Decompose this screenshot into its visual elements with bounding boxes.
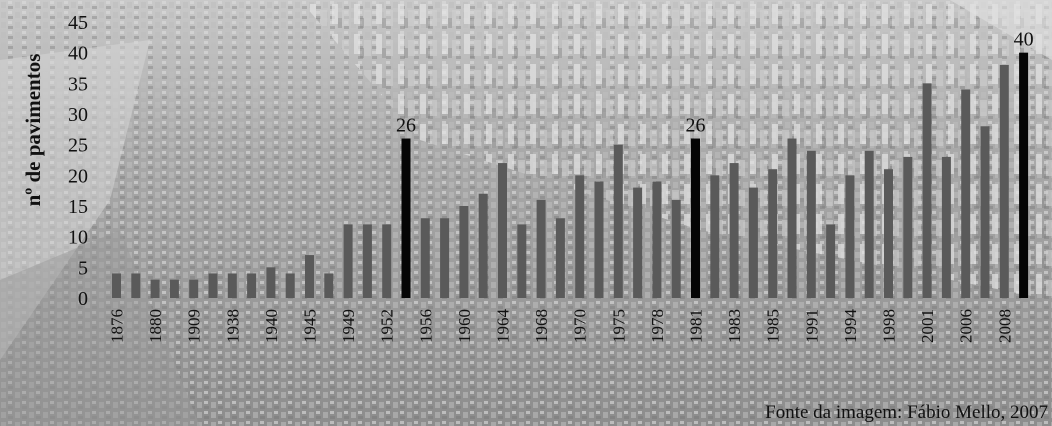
y-tick-label: 10 [68,227,88,249]
bar [594,181,604,298]
x-tick-label: 1991 [802,309,821,343]
data-labels-layer: 26 26 40 [396,29,1034,137]
bar [768,169,778,298]
bar [266,267,276,298]
x-tick-label: 1981 [687,309,706,343]
x-tick-label: 1985 [764,309,783,343]
y-tick-label: 35 [68,73,88,95]
x-tick-label: 1956 [416,309,435,343]
x-tick-label: 1952 [378,309,397,343]
x-tick-label: 1970 [571,309,590,343]
bar [382,224,392,298]
bar [498,163,507,298]
bar [748,187,758,298]
bar [845,175,855,298]
bar [305,255,314,298]
bar [999,64,1009,298]
x-tick-label: 1938 [223,309,242,343]
bar [826,224,836,298]
x-tick-label: 1964 [494,309,513,344]
data-label: 40 [1014,29,1034,51]
data-label: 26 [686,115,706,137]
y-tick-label: 45 [68,12,88,34]
x-tick-label: 1940 [262,309,281,343]
y-tick-label: 0 [78,288,88,310]
x-tick-label: 1978 [648,309,667,343]
data-label: 26 [396,115,416,137]
bar-highlighted [691,138,700,298]
bar [343,224,353,298]
bar [247,273,257,298]
image-credit: Fonte da imagem: Fábio Mello, 2007 [765,402,1048,423]
bar [633,187,643,298]
bar [536,199,546,298]
x-tick-label: 1960 [455,309,474,343]
x-axis: 1876 1880 1909 1938 1940 1945 1949 1952 1956 1960… [108,309,1015,344]
bar [864,150,874,298]
bar [922,83,932,298]
bar [710,175,720,298]
bars-layer [112,52,1029,299]
bar [459,206,469,298]
bar [285,273,295,298]
bar [555,218,565,298]
y-axis: 0 5 10 15 20 25 30 35 40 45 [68,12,88,310]
bar [613,144,623,298]
bar [189,279,199,298]
x-tick-label: 1880 [146,309,165,343]
bar-highlighted [1019,52,1029,298]
y-tick-label: 5 [78,257,88,279]
bar [478,193,488,298]
bar [980,126,990,299]
y-tick-label: 30 [68,104,88,126]
bar [517,224,527,298]
x-tick-label: 2008 [995,309,1014,343]
bar [884,169,893,298]
bar [112,273,121,298]
y-tick-label: 20 [68,165,88,187]
x-tick-label: 1876 [108,309,127,343]
bar [729,163,739,298]
bar [575,175,585,298]
bar [131,273,141,298]
bar [324,273,334,298]
bar [440,218,450,298]
y-tick-label: 15 [68,196,88,218]
bar [787,138,797,298]
bar [941,156,951,298]
bar [806,150,816,298]
bar [671,199,681,298]
y-tick-label: 40 [68,43,88,65]
x-tick-label: 1949 [339,309,358,343]
x-tick-label: 1975 [609,309,628,343]
bar [961,89,971,298]
x-tick-label: 1994 [841,309,860,344]
bar [208,273,218,298]
x-tick-label: 1998 [880,309,899,343]
bar [169,279,179,298]
x-tick-label: 2006 [957,309,976,343]
bar [652,181,662,298]
bar-highlighted [401,138,411,298]
bar [903,156,913,298]
bar [227,273,237,298]
x-tick-label: 1983 [725,309,744,343]
x-tick-label: 2001 [918,309,937,343]
y-tick-label: 25 [68,135,88,157]
y-axis-label: nº de pavimentos [21,54,45,207]
x-tick-label: 1909 [185,309,204,343]
x-tick-label: 1945 [301,309,320,343]
x-tick-label: 1968 [532,309,551,343]
bar [362,224,372,298]
bar [420,218,430,298]
bar [150,279,160,298]
